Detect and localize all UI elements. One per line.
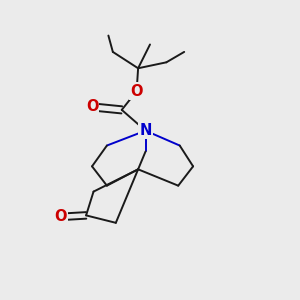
Text: O: O: [130, 84, 143, 99]
Text: N: N: [140, 123, 152, 138]
Text: O: O: [86, 99, 98, 114]
Text: O: O: [55, 209, 67, 224]
